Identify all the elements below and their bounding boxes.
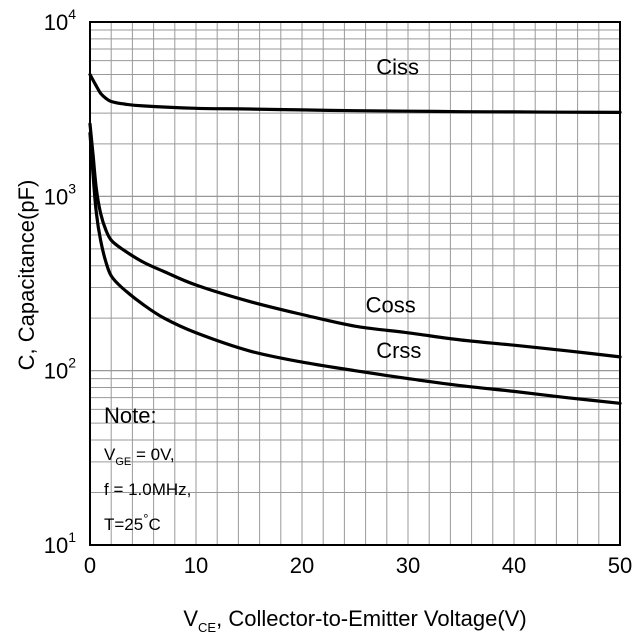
series-line-coss [88, 122, 622, 359]
series-labels: Ciss Coss Crss [366, 54, 422, 363]
y-tick-base: 10 [44, 359, 68, 384]
series-label-ciss: Ciss [376, 54, 419, 79]
note-vge-rest: = 0V, [131, 445, 174, 464]
x-axis-label-rest: , Collector-to-Emitter Voltage(V) [216, 606, 527, 631]
x-tick-label: 40 [502, 553, 526, 578]
note-temp: T=25°C [104, 511, 161, 534]
x-axis-label-sub: CE [198, 620, 216, 635]
note-temp-post: C [148, 515, 160, 534]
series-label-crss: Crss [376, 338, 421, 363]
note-vge-var: V [104, 445, 116, 464]
plot-frame [89, 21, 621, 546]
y-tick-exponent: 3 [68, 180, 76, 196]
x-tick-label: 10 [184, 553, 208, 578]
series-line-crss [88, 131, 622, 405]
y-tick-base: 10 [44, 533, 68, 558]
x-tick-label: 0 [84, 553, 96, 578]
y-tick-label: 104 [44, 6, 76, 35]
note-freq: f = 1.0MHz, [104, 480, 191, 499]
y-tick-label: 103 [44, 180, 76, 209]
x-tick-label: 20 [290, 553, 314, 578]
note-vge-sub: GE [115, 456, 131, 468]
note-temp-deg: ° [143, 511, 148, 526]
x-tick-label: 30 [396, 553, 420, 578]
series-label-coss: Coss [366, 293, 416, 318]
y-tick-base: 10 [44, 184, 68, 209]
note-title: Note: [104, 403, 157, 428]
y-tick-exponent: 2 [68, 355, 76, 371]
note-temp-pre: T=25 [104, 515, 143, 534]
x-tick-labels: 0 10 20 30 40 50 [84, 553, 632, 578]
y-axis-label: C, Capacitance(pF) [14, 180, 39, 371]
y-tick-exponent: 4 [68, 6, 76, 22]
y-tick-label: 102 [44, 355, 76, 384]
y-tick-label: 101 [44, 529, 76, 558]
note-vge: VGE = 0V, [104, 445, 175, 468]
y-tick-exponent: 1 [68, 529, 76, 545]
series-line-ciss [88, 72, 622, 114]
series-lines [88, 72, 622, 405]
y-tick-base: 10 [44, 10, 68, 35]
x-tick-label: 50 [608, 553, 632, 578]
x-axis-label-var: V [183, 606, 198, 631]
x-axis-label: VCE, Collector-to-Emitter Voltage(V) [183, 606, 526, 635]
note-annotation: Note: VGE = 0V, f = 1.0MHz, T=25°C [104, 403, 191, 534]
